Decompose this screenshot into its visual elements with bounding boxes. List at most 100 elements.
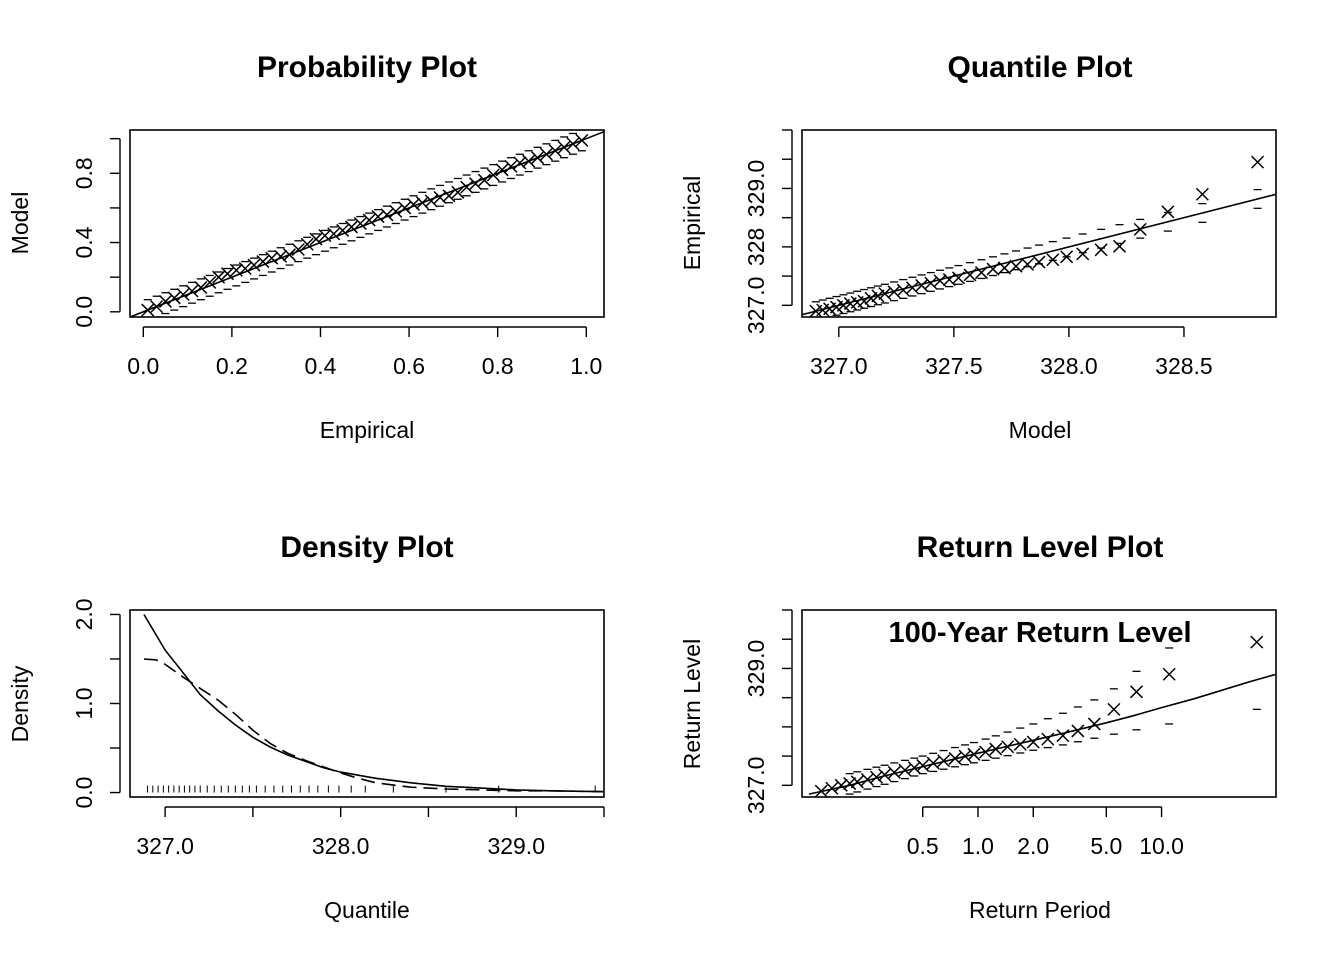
data-point — [860, 772, 874, 786]
y-tick-label: 328 — [743, 228, 769, 266]
data-point — [825, 781, 839, 795]
data-point — [963, 268, 977, 282]
reference-line — [802, 193, 1276, 316]
data-point — [158, 294, 172, 308]
data-point — [238, 261, 252, 276]
data-point — [548, 144, 562, 158]
data-point — [557, 140, 571, 154]
data-point — [1032, 255, 1046, 269]
data-point — [1076, 247, 1090, 261]
data-point — [1009, 259, 1023, 273]
data-point — [989, 742, 1003, 756]
probability-plot-xlabel: Empirical — [320, 417, 415, 443]
data-point — [256, 255, 270, 269]
quantile-plot-ylabel: Empirical — [679, 176, 705, 271]
data-point — [469, 177, 483, 191]
model-density-line — [143, 614, 604, 793]
x-tick-label: 0.8 — [482, 353, 514, 379]
data-point — [344, 220, 359, 234]
quantile-plot-xlabel: Model — [1009, 417, 1072, 443]
return-level-plot-title: Return Level Plot — [917, 531, 1164, 564]
data-point — [1251, 155, 1265, 169]
data-point — [442, 189, 456, 203]
data-point — [327, 227, 341, 241]
x-tick-label: 0.0 — [127, 353, 159, 379]
data-point — [850, 775, 864, 789]
probability-plot-marks: 0.0 0.2 0.4 0.6 0.8 1.0 0.0 0.4 0.8 — [71, 130, 604, 379]
x-tick-label: 5.0 — [1090, 833, 1122, 859]
data-point — [566, 137, 580, 151]
plot-region — [130, 130, 604, 317]
x-tick-label: 327.0 — [810, 353, 868, 379]
data-point — [398, 201, 412, 215]
y-tick-label: 2.0 — [71, 598, 97, 630]
data-point — [318, 229, 332, 243]
data-point — [997, 261, 1012, 275]
data-point — [309, 232, 323, 246]
plot-region — [143, 614, 604, 793]
data-point — [1026, 735, 1040, 749]
data-point — [967, 747, 981, 761]
data-point — [203, 275, 217, 289]
data-point — [531, 151, 545, 165]
y-tick-label: 0.0 — [71, 296, 97, 328]
data-point — [1020, 257, 1035, 271]
data-point — [150, 300, 164, 314]
x-tick-label: 0.2 — [216, 353, 248, 379]
data-point — [1250, 635, 1264, 649]
x-tick-label: 328.0 — [312, 833, 370, 859]
x-tick-label: 327.5 — [925, 353, 983, 379]
data-point — [1129, 685, 1144, 699]
y-tick-label: 329.0 — [743, 640, 769, 698]
data-point — [495, 163, 509, 177]
data-point — [1161, 205, 1175, 219]
data-point — [878, 768, 892, 782]
data-point — [1094, 243, 1108, 257]
x-tick-label: 328.5 — [1155, 353, 1213, 379]
data-point — [575, 133, 589, 147]
data-point — [247, 258, 261, 272]
y-tick-label: 0.4 — [71, 226, 97, 258]
data-point — [864, 291, 878, 305]
data-point — [291, 242, 305, 257]
data-point — [915, 278, 929, 292]
density-plot-xlabel: Quantile — [324, 897, 410, 923]
data-point — [424, 194, 438, 208]
data-point — [834, 778, 848, 792]
return-level-plot-panel: Return Level Plot Return Period Return L… — [679, 531, 1277, 923]
data-point — [194, 281, 208, 295]
data-point — [871, 289, 885, 303]
data-point — [924, 276, 938, 290]
data-point — [185, 284, 199, 298]
data-point — [1133, 222, 1147, 236]
data-point — [220, 267, 234, 281]
y-tick-label: 329.0 — [743, 160, 769, 218]
return-level-plot-xlabel: Return Period — [969, 897, 1111, 923]
data-point — [937, 754, 951, 768]
density-plot-marks: 327.0 328.0 329.0 0.0 1.0 2.0 — [71, 598, 605, 859]
y-tick-label: 327.0 — [743, 757, 769, 815]
x-tick-label: 1.0 — [962, 833, 994, 859]
density-plot-title: Density Plot — [280, 531, 453, 564]
probability-plot-title: Probability Plot — [257, 51, 477, 84]
quantile-plot-marks: 327.0 327.5 328.0 328.5 327.0 328 329.0 — [743, 129, 1276, 379]
empirical-density-line — [143, 658, 604, 793]
x-tick-label: 329.0 — [487, 833, 545, 859]
probability-plot-ylabel: Model — [7, 192, 33, 255]
data-point — [907, 761, 921, 775]
y-tick-label: 0.8 — [71, 157, 97, 189]
x-tick-label: 0.4 — [304, 353, 336, 379]
quantile-plot-frame — [801, 129, 1277, 318]
data-point — [477, 173, 491, 187]
data-point — [300, 237, 314, 251]
data-point — [1046, 253, 1060, 267]
data-point — [504, 159, 518, 173]
data-point — [167, 291, 181, 305]
data-point — [896, 283, 910, 297]
data-point — [380, 208, 394, 222]
x-tick-label: 2.0 — [1017, 833, 1049, 859]
data-point — [1013, 737, 1027, 751]
data-point — [460, 180, 474, 194]
return-level-plot-marks: 0.5 1.0 2.0 5.0 10.0 327.0 329.0 — [743, 609, 1276, 859]
